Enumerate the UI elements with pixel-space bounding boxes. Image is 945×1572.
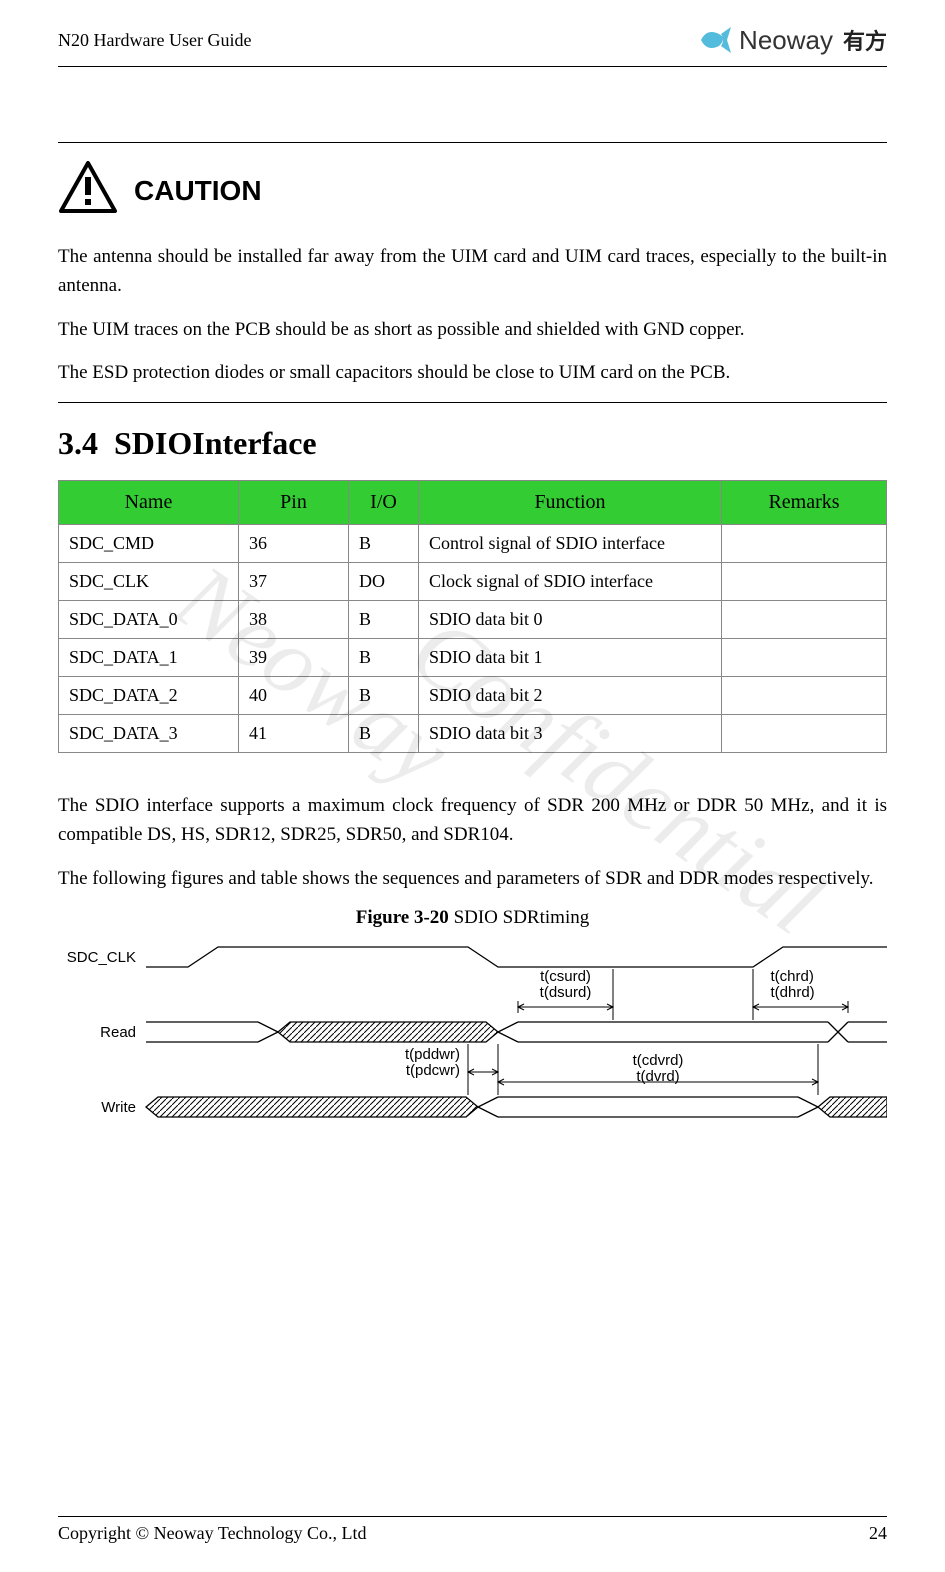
col-header: I/O [349, 480, 419, 524]
warning-triangle-icon [58, 161, 118, 220]
table-cell: 39 [239, 638, 349, 676]
brand-logo-block: Neoway 有方 [697, 24, 887, 56]
svg-text:t(dsurd): t(dsurd) [540, 984, 592, 1001]
table-cell: 38 [239, 600, 349, 638]
table-cell [722, 524, 887, 562]
body-paragraph: The following figures and table shows th… [58, 864, 887, 893]
table-cell: SDC_DATA_3 [59, 714, 239, 752]
table-cell: Clock signal of SDIO interface [419, 562, 722, 600]
figure-number: Figure 3-20 [356, 907, 449, 928]
col-header: Name [59, 480, 239, 524]
svg-text:t(csurd): t(csurd) [540, 968, 591, 985]
timing-diagram: SDC_CLKReadWritet(csurd)t(dsurd)t(chrd)t… [58, 937, 887, 1137]
sdio-pin-table: Name Pin I/O Function Remarks SDC_CMD36B… [58, 480, 887, 753]
table-header-row: Name Pin I/O Function Remarks [59, 480, 887, 524]
copyright-text: Copyright © Neoway Technology Co., Ltd [58, 1523, 367, 1544]
col-header: Pin [239, 480, 349, 524]
table-cell: SDIO data bit 0 [419, 600, 722, 638]
page-number: 24 [869, 1523, 887, 1544]
table-cell [722, 714, 887, 752]
footer: Copyright © Neoway Technology Co., Ltd 2… [58, 1516, 887, 1544]
footer-rule [58, 1516, 887, 1517]
table-cell: SDIO data bit 2 [419, 676, 722, 714]
page-content: N20 Hardware User Guide Neoway 有方 CAUTIO… [0, 0, 945, 1142]
table-row: SDC_CMD36BControl signal of SDIO interfa… [59, 524, 887, 562]
table-cell: SDC_CLK [59, 562, 239, 600]
section-heading: 3.4 SDIOInterface [58, 425, 887, 462]
svg-text:SDC_CLK: SDC_CLK [67, 949, 136, 966]
caution-paragraph: The antenna should be installed far away… [58, 242, 887, 301]
table-cell: B [349, 524, 419, 562]
caution-top-rule [58, 142, 887, 143]
caution-paragraph: The ESD protection diodes or small capac… [58, 358, 887, 387]
table-cell: SDC_DATA_1 [59, 638, 239, 676]
header-rule [58, 66, 887, 67]
fish-icon [697, 24, 733, 56]
table-cell: 37 [239, 562, 349, 600]
svg-text:t(cdvrd): t(cdvrd) [633, 1052, 684, 1069]
table-cell: DO [349, 562, 419, 600]
figure-title: SDIO SDRtiming [449, 907, 589, 928]
table-row: SDC_CLK37DOClock signal of SDIO interfac… [59, 562, 887, 600]
svg-text:Write: Write [101, 1099, 136, 1116]
table-cell: B [349, 600, 419, 638]
table-cell: Control signal of SDIO interface [419, 524, 722, 562]
caution-bottom-rule [58, 402, 887, 403]
table-cell: SDC_CMD [59, 524, 239, 562]
caution-label: CAUTION [134, 175, 262, 207]
svg-text:t(chrd): t(chrd) [771, 968, 814, 985]
svg-text:Read: Read [100, 1024, 136, 1041]
section-number: 3.4 [58, 425, 98, 461]
brand-text: Neoway [739, 25, 833, 56]
table-cell: SDIO data bit 3 [419, 714, 722, 752]
table-cell: B [349, 676, 419, 714]
table-cell [722, 562, 887, 600]
header-row: N20 Hardware User Guide Neoway 有方 [58, 20, 887, 60]
table-cell: SDIO data bit 1 [419, 638, 722, 676]
table-cell: SDC_DATA_2 [59, 676, 239, 714]
table-cell: B [349, 714, 419, 752]
table-cell [722, 676, 887, 714]
brand-cjk: 有方 [843, 24, 887, 56]
table-cell: SDC_DATA_0 [59, 600, 239, 638]
svg-text:t(pdcwr): t(pdcwr) [406, 1062, 460, 1079]
table-cell [722, 638, 887, 676]
table-row: SDC_DATA_240BSDIO data bit 2 [59, 676, 887, 714]
table-cell [722, 600, 887, 638]
section-title: SDIOInterface [114, 425, 317, 461]
caution-block: CAUTION [58, 161, 887, 220]
table-cell: B [349, 638, 419, 676]
table-cell: 40 [239, 676, 349, 714]
table-row: SDC_DATA_038BSDIO data bit 0 [59, 600, 887, 638]
col-header: Remarks [722, 480, 887, 524]
table-row: SDC_DATA_139BSDIO data bit 1 [59, 638, 887, 676]
col-header: Function [419, 480, 722, 524]
svg-text:t(dhrd): t(dhrd) [771, 984, 815, 1001]
table-cell: 41 [239, 714, 349, 752]
svg-text:t(dvrd): t(dvrd) [636, 1068, 679, 1085]
figure-caption: Figure 3-20 SDIO SDRtiming [58, 907, 887, 929]
body-paragraph: The SDIO interface supports a maximum cl… [58, 791, 887, 850]
caution-paragraph: The UIM traces on the PCB should be as s… [58, 315, 887, 344]
svg-text:t(pddwr): t(pddwr) [405, 1046, 460, 1063]
table-cell: 36 [239, 524, 349, 562]
doc-title: N20 Hardware User Guide [58, 30, 251, 51]
table-row: SDC_DATA_341BSDIO data bit 3 [59, 714, 887, 752]
